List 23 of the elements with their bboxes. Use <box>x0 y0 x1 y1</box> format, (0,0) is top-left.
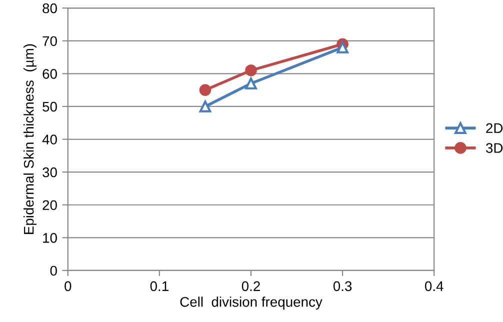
point <box>199 84 212 96</box>
x-tick-label: 0 <box>64 281 72 292</box>
y-tick-label: 50 <box>42 102 57 112</box>
x-axis-title: Cell division frequency <box>180 296 322 310</box>
point <box>245 64 257 76</box>
x-tick-label: 0.3 <box>333 281 352 292</box>
x-tick-label: 0.1 <box>150 281 168 292</box>
point <box>199 100 212 112</box>
legend-label: 3D <box>486 143 503 153</box>
y-tick-label: 30 <box>42 167 57 178</box>
y-tick-label: 40 <box>42 134 57 144</box>
x-tick-label: 0.4 <box>424 281 444 292</box>
y-axis-title: Epidermal Skin thickness (µm) <box>24 44 36 234</box>
y-tick-label: 20 <box>42 200 57 210</box>
y-tick-label: 80 <box>42 3 57 14</box>
point <box>336 42 348 54</box>
y-tick-label: 70 <box>42 36 57 46</box>
x-tick-label: 0.2 <box>242 281 260 292</box>
y-tick-label: 0 <box>50 266 57 276</box>
legend-label: 2D <box>486 123 503 133</box>
point <box>245 78 257 90</box>
y-tick-label: 10 <box>43 233 57 243</box>
y-tick-label: 60 <box>42 68 57 79</box>
